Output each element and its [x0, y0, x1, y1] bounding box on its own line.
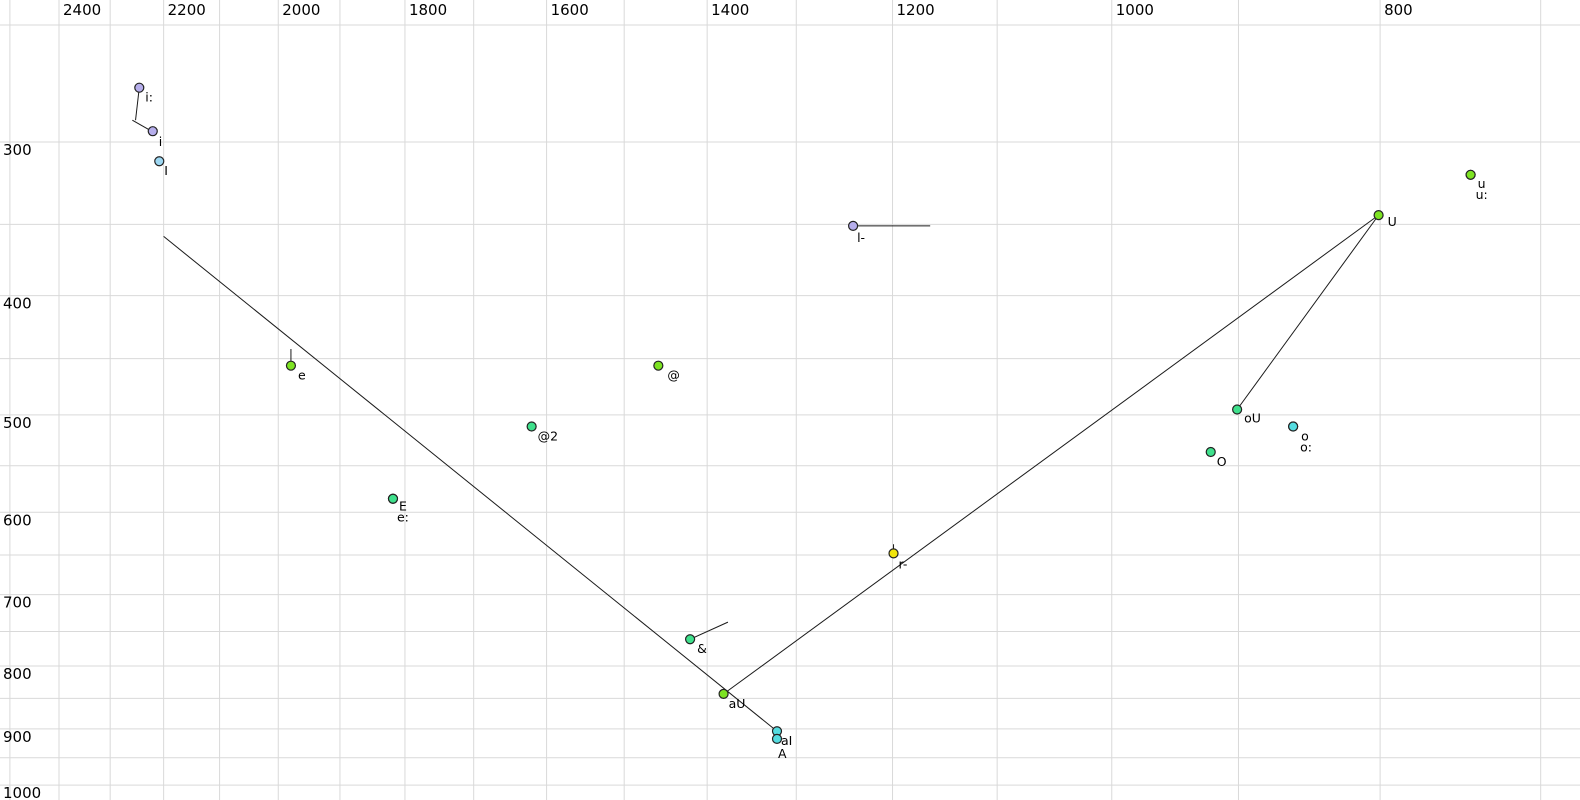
vowel-point-O[interactable]	[1205, 446, 1216, 458]
vowel-point-@[interactable]	[653, 360, 664, 371]
x-axis-tick-1200: 1200	[897, 1, 935, 19]
trajectory-&-tail	[689, 621, 729, 640]
vowel-label-@: @	[667, 368, 680, 383]
vowel-point-r-[interactable]	[888, 548, 899, 559]
trajectory-i:-tail-1	[135, 87, 140, 121]
trajectory-oU-glide	[1236, 214, 1380, 410]
trajectory-aI-glide	[163, 236, 778, 732]
vowel-label-&: &	[697, 641, 707, 656]
vowel-label-O: O	[1217, 454, 1227, 469]
x-axis-tick-2000: 2000	[282, 1, 320, 19]
y-axis-tick-1000: 1000	[3, 784, 41, 800]
vowel-label-I: I	[164, 163, 168, 178]
x-axis-tick-1000: 1000	[1116, 1, 1154, 19]
y-axis-tick-500: 500	[3, 414, 32, 432]
y-axis-tick-800: 800	[3, 665, 32, 683]
y-axis-tick-300: 300	[3, 141, 32, 159]
vowel-point-i:[interactable]	[134, 82, 145, 93]
x-axis-tick-1600: 1600	[551, 1, 589, 19]
vowel-label-i: i	[159, 134, 162, 149]
vowel-point-A[interactable]	[771, 733, 783, 744]
vowel-label-aU: aU	[729, 696, 746, 711]
vowel-point-u:[interactable]	[1465, 169, 1476, 180]
vowel-label-l-: l-	[857, 230, 865, 245]
vowel-point-e:[interactable]	[387, 493, 399, 504]
trajectory-aU-glide	[723, 214, 1379, 695]
vowel-label-A: A	[778, 746, 787, 761]
vowel-label-o:: o:	[1300, 439, 1312, 454]
x-axis-tick-2400: 2400	[63, 1, 101, 19]
y-axis-tick-600: 600	[3, 511, 32, 529]
vowel-label-e: e	[298, 368, 306, 383]
vowel-point-o:[interactable]	[1288, 421, 1299, 432]
vowel-label-i:: i:	[145, 90, 153, 105]
x-axis-tick-1800: 1800	[409, 1, 447, 19]
vowel-label-E: E	[399, 499, 407, 514]
vowel-label-@2: @2	[538, 428, 558, 443]
vowel-label-u:: u:	[1476, 187, 1488, 202]
vowel-label-oU: oU	[1244, 411, 1261, 426]
y-axis-tick-700: 700	[3, 594, 32, 612]
vowel-point-&[interactable]	[684, 634, 696, 645]
vowel-label-e:: e:	[397, 510, 409, 525]
vowel-point-l-[interactable]	[847, 220, 859, 231]
vowel-label-o: o	[1301, 428, 1309, 443]
vowel-label-U: U	[1388, 214, 1397, 229]
x-axis-tick-2200: 2200	[168, 1, 206, 19]
x-axis-tick-1400: 1400	[711, 1, 749, 19]
vowel-point-I[interactable]	[154, 156, 165, 167]
vowel-point-U[interactable]	[1373, 210, 1384, 221]
vowel-label-u: u	[1478, 176, 1486, 191]
x-axis-tick-800: 800	[1384, 1, 1413, 19]
vowel-point-@2[interactable]	[526, 421, 537, 432]
vowel-point-aU[interactable]	[718, 688, 729, 700]
vowel-point-oU[interactable]	[1232, 404, 1243, 415]
y-axis-tick-400: 400	[3, 295, 32, 313]
vowel-label-aI: aI	[781, 733, 792, 748]
vowel-label-r-: r-	[899, 556, 908, 571]
y-axis-tick-900: 900	[3, 728, 32, 746]
vowel-point-e[interactable]	[285, 360, 297, 371]
vowel-point-i[interactable]	[147, 126, 158, 137]
